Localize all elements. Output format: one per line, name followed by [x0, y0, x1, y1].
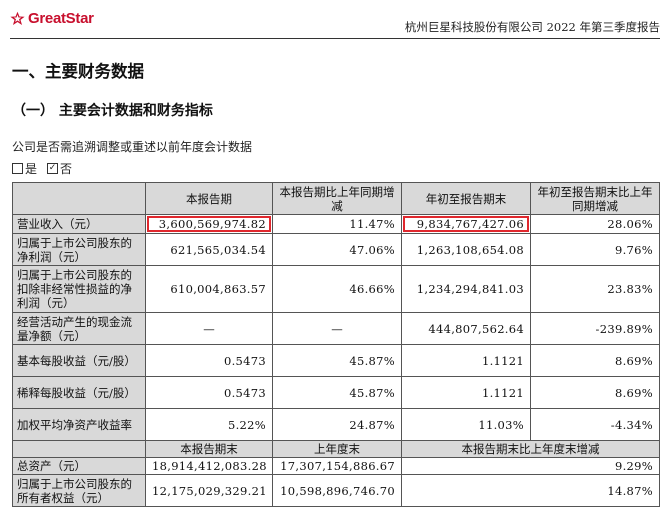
- table-cell: 11.03%: [401, 408, 531, 441]
- table2-header-row: 本报告期末 上年度末 本报告期末比上年度末增减: [12, 440, 660, 458]
- header-ytd: 年初至报告期末: [401, 182, 531, 215]
- report-title: 杭州巨星科技股份有限公司 2022 年第三季度报告: [404, 20, 660, 34]
- table-cell: 45.87%: [272, 376, 402, 409]
- table-cell: 17,307,154,886.67: [272, 457, 402, 475]
- table-cell: 1.1121: [401, 344, 531, 377]
- option-yes-label: 是: [25, 162, 38, 176]
- table-cell: 23.83%: [530, 265, 660, 313]
- table-cell: 47.06%: [272, 233, 402, 266]
- table-cell: 10,598,896,746.70: [272, 474, 402, 507]
- option-no-label: 否: [60, 162, 73, 176]
- financial-data-table: 本报告期 本报告期比上年同期增减 年初至报告期末 年初至报告期末比上年同期增减 …: [12, 182, 660, 507]
- highlighted-value: 3,600,569,974.82: [145, 214, 273, 234]
- table-row: 稀释每股收益（元/股） 0.5473 45.87% 1.1121 8.69%: [12, 376, 660, 409]
- table-cell: —: [145, 312, 273, 345]
- table-cell: 9.29%: [401, 457, 660, 475]
- header-current-period: 本报告期: [145, 182, 273, 215]
- header-prior-year-end: 上年度末: [272, 440, 402, 458]
- table-row: 加权平均净资产收益率 5.22% 24.87% 11.03% -4.34%: [12, 408, 660, 441]
- table-cell: 11.47%: [272, 214, 402, 234]
- subsection-title: （一） 主要会计数据和财务指标: [12, 103, 213, 119]
- checkbox-unchecked-icon[interactable]: [12, 163, 23, 174]
- logo-text: GreatStar: [28, 10, 94, 27]
- table-cell: 46.66%: [272, 265, 402, 313]
- table-cell: 28.06%: [530, 214, 660, 234]
- header-cell-blank: [12, 182, 146, 215]
- table-cell: —: [272, 312, 402, 345]
- table-cell: 1,263,108,654.08: [401, 233, 531, 266]
- table-cell: -4.34%: [530, 408, 660, 441]
- table-row: 归属于上市公司股东的所有者权益（元） 12,175,029,329.21 10,…: [12, 474, 660, 507]
- highlighted-value: 9,834,767,427.06: [401, 214, 531, 234]
- star-logo-icon: [10, 11, 25, 25]
- table-cell: 1,234,294,841.03: [401, 265, 531, 313]
- row-label: 归属于上市公司股东的净利润（元）: [12, 233, 146, 266]
- row-label: 总资产（元）: [12, 457, 146, 475]
- table-cell: 1.1121: [401, 376, 531, 409]
- row-label: 经营活动产生的现金流量净额（元）: [12, 312, 146, 345]
- header-cell-blank: [12, 440, 146, 458]
- table-row: 总资产（元） 18,914,412,083.28 17,307,154,886.…: [12, 457, 660, 475]
- row-label: 稀释每股收益（元/股）: [12, 376, 146, 409]
- table-row: 归属于上市公司股东的净利润（元） 621,565,034.54 47.06% 1…: [12, 233, 660, 266]
- option-yes[interactable]: 是: [12, 160, 37, 177]
- row-label: 基本每股收益（元/股）: [12, 344, 146, 377]
- table-cell: 5.22%: [145, 408, 273, 441]
- header-divider: [10, 38, 660, 39]
- table-cell: 0.5473: [145, 376, 273, 409]
- table-row: 基本每股收益（元/股） 0.5473 45.87% 1.1121 8.69%: [12, 344, 660, 377]
- table-cell: 18,914,412,083.28: [145, 457, 273, 475]
- table-cell: 24.87%: [272, 408, 402, 441]
- table-cell: 9.76%: [530, 233, 660, 266]
- header-period-end: 本报告期末: [145, 440, 273, 458]
- table-cell: 45.87%: [272, 344, 402, 377]
- table-cell: 8.69%: [530, 344, 660, 377]
- table-cell: 0.5473: [145, 344, 273, 377]
- restatement-options: 是 ✓ 否: [12, 160, 82, 177]
- table-row: 归属于上市公司股东的扣除非经常性损益的净利润（元） 610,004,863.57…: [12, 265, 660, 313]
- header-current-period-yoy: 本报告期比上年同期增减: [272, 182, 402, 215]
- report-header: GreatStar 杭州巨星科技股份有限公司 2022 年第三季度报告: [0, 0, 670, 42]
- header-period-end-change: 本报告期末比上年度末增减: [401, 440, 660, 458]
- greatstar-logo: GreatStar: [10, 10, 94, 27]
- table-row: 营业收入（元） 3,600,569,974.82 11.47% 9,834,76…: [12, 214, 660, 234]
- table-header-row: 本报告期 本报告期比上年同期增减 年初至报告期末 年初至报告期末比上年同期增减: [12, 182, 660, 215]
- table-cell: 621,565,034.54: [145, 233, 273, 266]
- checkbox-checked-icon[interactable]: ✓: [47, 163, 59, 174]
- table-cell: -239.89%: [530, 312, 660, 345]
- row-label: 加权平均净资产收益率: [12, 408, 146, 441]
- restatement-question: 公司是否需追溯调整或重述以前年度会计数据: [12, 140, 253, 154]
- row-label: 营业收入（元）: [12, 214, 146, 234]
- table-cell: 12,175,029,329.21: [145, 474, 273, 507]
- table-row: 经营活动产生的现金流量净额（元） — — 444,807,562.64 -239…: [12, 312, 660, 345]
- option-no[interactable]: ✓ 否: [47, 160, 72, 177]
- row-label: 归属于上市公司股东的扣除非经常性损益的净利润（元）: [12, 265, 146, 313]
- table-cell: 14.87%: [401, 474, 660, 507]
- table-cell: 8.69%: [530, 376, 660, 409]
- section-title: 一、主要财务数据: [12, 62, 144, 81]
- header-ytd-yoy: 年初至报告期末比上年同期增减: [530, 182, 660, 215]
- row-label: 归属于上市公司股东的所有者权益（元）: [12, 474, 146, 507]
- table-cell: 444,807,562.64: [401, 312, 531, 345]
- table-cell: 610,004,863.57: [145, 265, 273, 313]
